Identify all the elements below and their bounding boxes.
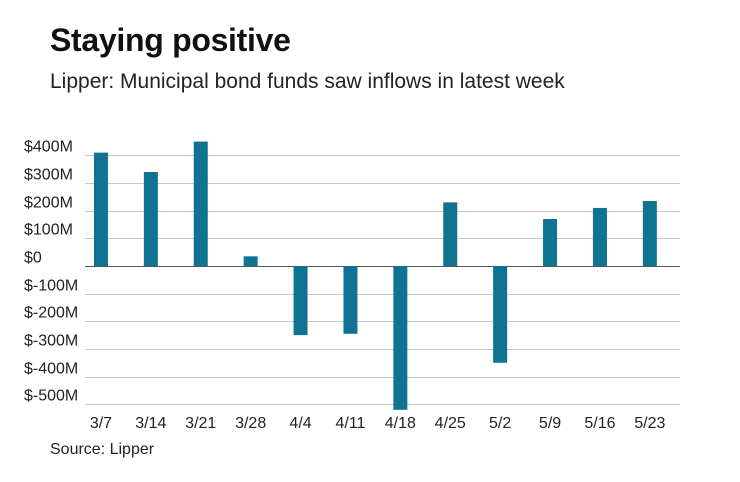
y-tick-label: $200M [24, 195, 73, 212]
chart-subtitle: Lipper: Municipal bond funds saw inflows… [50, 70, 565, 93]
x-tick-label: 4/18 [385, 415, 416, 432]
bar-5-2 [493, 266, 508, 363]
chart-title: Staying positive [50, 22, 291, 58]
y-axis-labels: $400M $300M $200M $100M $0 $-100M $-200M $-300M… [24, 139, 78, 405]
y-tick-label: $-200M [24, 305, 78, 322]
y-tick-label: $300M [24, 167, 73, 184]
bar-4-4 [293, 266, 308, 336]
bar-5-23 [642, 201, 657, 266]
bar-3-21 [193, 141, 208, 266]
y-tick-label: $-500M [24, 388, 78, 405]
x-tick-label: 5/16 [584, 415, 615, 432]
y-tick-label: $-300M [24, 333, 78, 350]
x-tick-label: 3/28 [235, 415, 266, 432]
x-tick-label: 3/14 [135, 415, 166, 432]
bar-3-28 [243, 256, 258, 266]
bar-3-14 [143, 171, 158, 266]
y-tick-label: $-400M [24, 361, 78, 378]
x-tick-label: 3/21 [185, 415, 216, 432]
x-tick-label: 5/9 [539, 415, 561, 432]
bar-4-11 [343, 266, 358, 334]
bar-3-7 [93, 152, 108, 266]
source-note: Source: Lipper [50, 441, 155, 458]
y-tick-label: $100M [24, 222, 73, 239]
x-tick-label: 4/25 [435, 415, 466, 432]
x-tick-label: 5/2 [489, 415, 511, 432]
grid-lines [85, 155, 680, 405]
y-tick-label: $0 [24, 250, 42, 267]
y-tick-label: $-100M [24, 278, 78, 295]
x-tick-label: 5/23 [634, 415, 665, 432]
bar-5-16 [592, 207, 607, 266]
x-tick-label: 4/11 [335, 415, 365, 432]
bars [93, 141, 657, 410]
bar-5-9 [543, 218, 558, 266]
bar-4-18 [393, 266, 408, 410]
x-tick-label: 3/7 [90, 415, 112, 432]
bar-4-25 [443, 202, 458, 266]
x-tick-label: 4/4 [289, 415, 311, 432]
x-axis-labels: 3/7 3/14 3/21 3/28 4/4 4/11 4/18 4/25 5/2 5/9 5/16… [90, 415, 666, 432]
y-tick-label: $400M [24, 139, 73, 156]
